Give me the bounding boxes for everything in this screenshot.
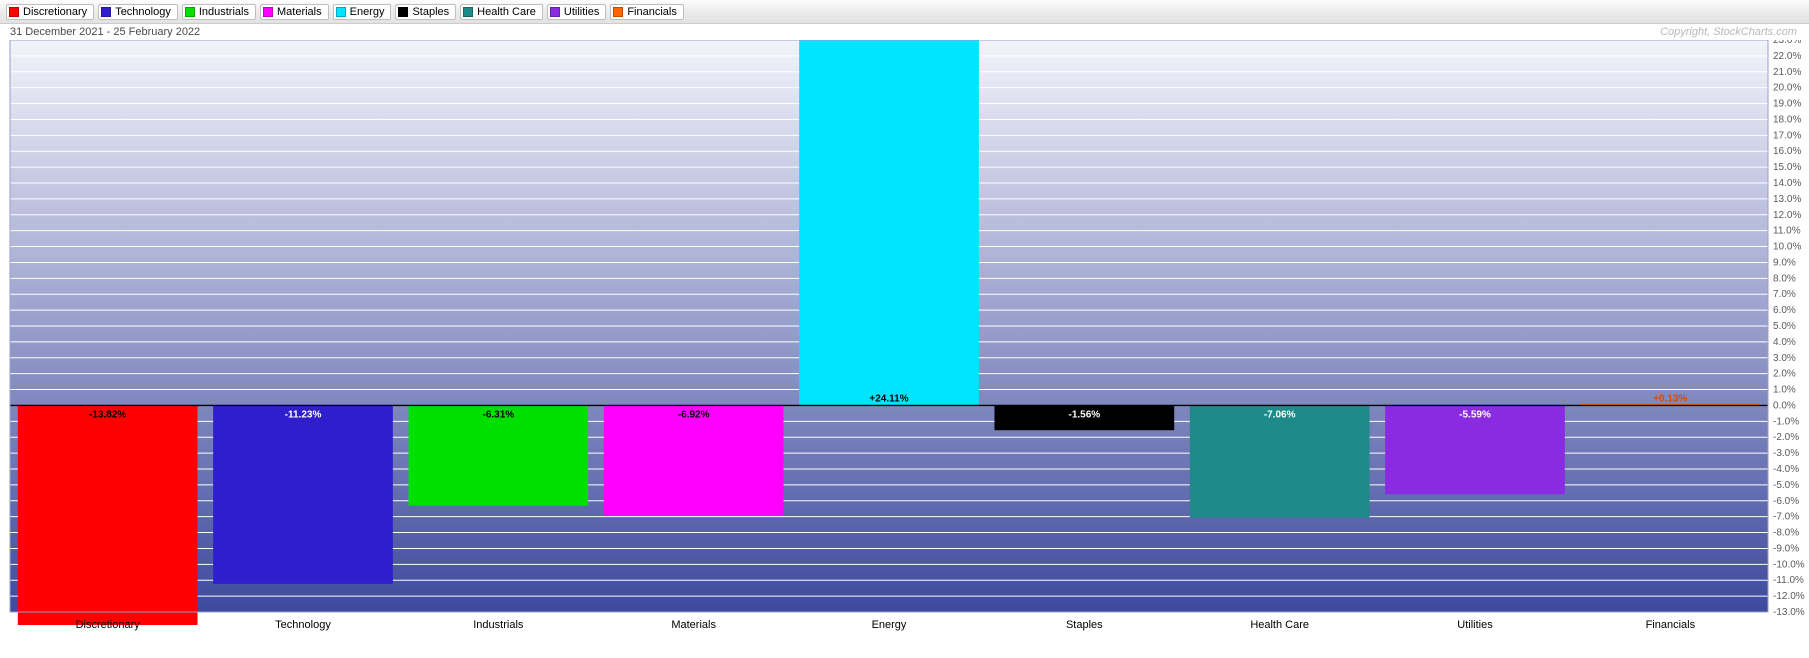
y-tick-label: 7.0% (1773, 289, 1796, 300)
legend-label: Energy (350, 6, 385, 18)
bar-discretionary[interactable] (18, 405, 198, 625)
legend-label: Utilities (564, 6, 599, 18)
bar-value-label: -6.92% (678, 409, 710, 420)
y-tick-label: 18.0% (1773, 114, 1801, 125)
bar-health-care[interactable] (1190, 405, 1370, 517)
y-tick-label: -5.0% (1773, 480, 1799, 491)
legend-swatch (398, 7, 408, 17)
x-category-label: Financials (1646, 619, 1696, 631)
perf-bar-chart: -13.0% -12.0% -11.0% -10.0% -9.0% -8.0% -7.0% -… (0, 40, 1809, 640)
legend-swatch (101, 7, 111, 17)
y-tick-label: -8.0% (1773, 528, 1799, 539)
y-tick-label: 8.0% (1773, 273, 1796, 284)
y-tick-label: -11.0% (1773, 575, 1804, 586)
bar-value-label: +24.11% (869, 393, 908, 404)
x-category-label: Technology (275, 619, 331, 631)
legend-label: Technology (115, 6, 171, 18)
x-category-label: Discretionary (76, 619, 141, 631)
legend-label: Industrials (199, 6, 249, 18)
legend-swatch (550, 7, 560, 17)
legend-swatch (185, 7, 195, 17)
y-tick-label: 5.0% (1773, 321, 1796, 332)
y-tick-label: 17.0% (1773, 130, 1801, 141)
y-tick-label: 12.0% (1773, 210, 1801, 221)
bar-value-label: -11.23% (285, 409, 322, 420)
y-tick-label: 4.0% (1773, 337, 1796, 348)
y-tick-label: 13.0% (1773, 194, 1801, 205)
bar-value-label: -13.82% (89, 409, 126, 420)
y-tick-label: 19.0% (1773, 99, 1801, 110)
y-tick-label: -3.0% (1773, 448, 1799, 459)
y-tick-label: 1.0% (1773, 385, 1796, 396)
y-tick-label: 9.0% (1773, 257, 1796, 268)
y-tick-label: 11.0% (1773, 226, 1801, 237)
y-tick-label: 22.0% (1773, 51, 1801, 62)
y-tick-label: 14.0% (1773, 178, 1801, 189)
y-tick-label: 16.0% (1773, 146, 1801, 157)
legend-item-technology[interactable]: Technology (98, 4, 178, 20)
legend-swatch (263, 7, 273, 17)
legend-swatch (336, 7, 346, 17)
bar-industrials[interactable] (408, 405, 588, 505)
legend-swatch (613, 7, 623, 17)
date-range: 31 December 2021 - 25 February 2022 (10, 26, 200, 38)
y-tick-label: 23.0% (1773, 40, 1801, 46)
y-tick-label: -1.0% (1773, 416, 1799, 427)
y-tick-label: -10.0% (1773, 559, 1805, 570)
legend-item-health-care[interactable]: Health Care (460, 4, 543, 20)
bar-materials[interactable] (604, 405, 784, 515)
legend-label: Financials (627, 6, 677, 18)
legend-item-financials[interactable]: Financials (610, 4, 684, 20)
y-tick-label: -7.0% (1773, 512, 1799, 523)
y-tick-label: 10.0% (1773, 242, 1801, 253)
legend-item-utilities[interactable]: Utilities (547, 4, 606, 20)
legend-item-energy[interactable]: Energy (333, 4, 392, 20)
copyright-label: Copyright, StockCharts.com (1660, 26, 1797, 38)
y-tick-label: -9.0% (1773, 543, 1799, 554)
bar-value-label: -1.56% (1068, 409, 1100, 420)
y-tick-label: 15.0% (1773, 162, 1801, 173)
legend-label: Health Care (477, 6, 536, 18)
bar-technology[interactable] (213, 405, 393, 583)
legend-bar: Discretionary Technology Industrials Materi… (0, 0, 1809, 24)
x-category-label: Materials (671, 619, 716, 631)
y-tick-label: -13.0% (1773, 607, 1805, 618)
legend-label: Discretionary (23, 6, 87, 18)
y-tick-label: 2.0% (1773, 369, 1796, 380)
x-category-label: Energy (872, 619, 907, 631)
x-category-label: Industrials (473, 619, 524, 631)
legend-swatch (9, 7, 19, 17)
y-tick-label: -4.0% (1773, 464, 1799, 475)
y-tick-label: 0.0% (1773, 400, 1796, 411)
y-tick-label: -12.0% (1773, 591, 1805, 602)
y-tick-label: -2.0% (1773, 432, 1799, 443)
y-tick-label: 21.0% (1773, 67, 1801, 78)
y-tick-label: -6.0% (1773, 496, 1799, 507)
bar-value-label: -5.59% (1459, 409, 1491, 420)
legend-item-discretionary[interactable]: Discretionary (6, 4, 94, 20)
legend-label: Materials (277, 6, 322, 18)
legend-item-materials[interactable]: Materials (260, 4, 329, 20)
x-category-label: Health Care (1250, 619, 1309, 631)
bar-energy[interactable] (799, 40, 979, 405)
chart-container: -13.0% -12.0% -11.0% -10.0% -9.0% -8.0% -7.0% -… (0, 40, 1809, 640)
bar-value-label: -6.31% (482, 409, 514, 420)
legend-item-industrials[interactable]: Industrials (182, 4, 256, 20)
legend-swatch (463, 7, 473, 17)
x-category-label: Utilities (1457, 619, 1493, 631)
y-tick-label: 3.0% (1773, 353, 1796, 364)
y-tick-label: 20.0% (1773, 83, 1801, 94)
legend-label: Staples (412, 6, 449, 18)
x-category-label: Staples (1066, 619, 1103, 631)
legend-item-staples[interactable]: Staples (395, 4, 456, 20)
y-tick-label: 6.0% (1773, 305, 1796, 316)
sub-header: 31 December 2021 - 25 February 2022 Copy… (0, 24, 1809, 40)
bar-value-label: -7.06% (1264, 409, 1296, 420)
bar-value-label: +0.13% (1653, 393, 1687, 404)
